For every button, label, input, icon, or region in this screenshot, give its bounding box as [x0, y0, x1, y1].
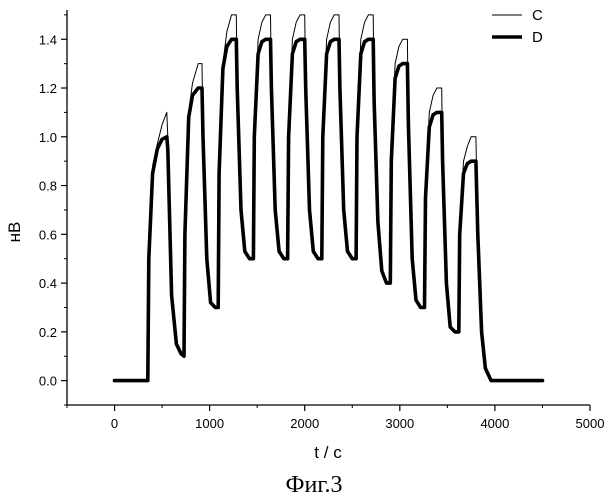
legend-label-d: D	[532, 29, 543, 46]
y-tick-label: 0.6	[39, 227, 57, 242]
legend: CD	[492, 7, 543, 46]
x-tick-label: 5000	[576, 416, 605, 431]
x-tick-label: 0	[111, 416, 118, 431]
series-line-d	[115, 39, 543, 380]
x-tick-label: 3000	[385, 416, 414, 431]
series-group	[115, 15, 543, 381]
x-tick-label: 4000	[480, 416, 509, 431]
y-tick-label: 0.8	[39, 179, 57, 194]
y-tick-label: 1.0	[39, 130, 57, 145]
y-tick-label: 0.4	[39, 276, 57, 291]
y-axis-label: нВ	[5, 222, 24, 243]
y-tick-label: 0.2	[39, 325, 57, 340]
axes-frame	[67, 10, 590, 405]
x-axis-label: t / c	[314, 443, 342, 462]
x-tick-label: 2000	[290, 416, 319, 431]
legend-label-c: C	[532, 7, 543, 24]
y-axis-ticks: 0.0 0.2 0.4 0.6 0.8 1.0 1.2 1.4	[39, 15, 67, 405]
x-axis-ticks: 0 1000 2000 3000 4000 5000	[67, 405, 604, 431]
figure-caption: Фиг.3	[286, 472, 343, 498]
y-tick-label: 1.2	[39, 81, 57, 96]
y-tick-label: 0.0	[39, 374, 57, 389]
y-tick-label: 1.4	[39, 32, 57, 47]
x-tick-label: 1000	[195, 416, 224, 431]
